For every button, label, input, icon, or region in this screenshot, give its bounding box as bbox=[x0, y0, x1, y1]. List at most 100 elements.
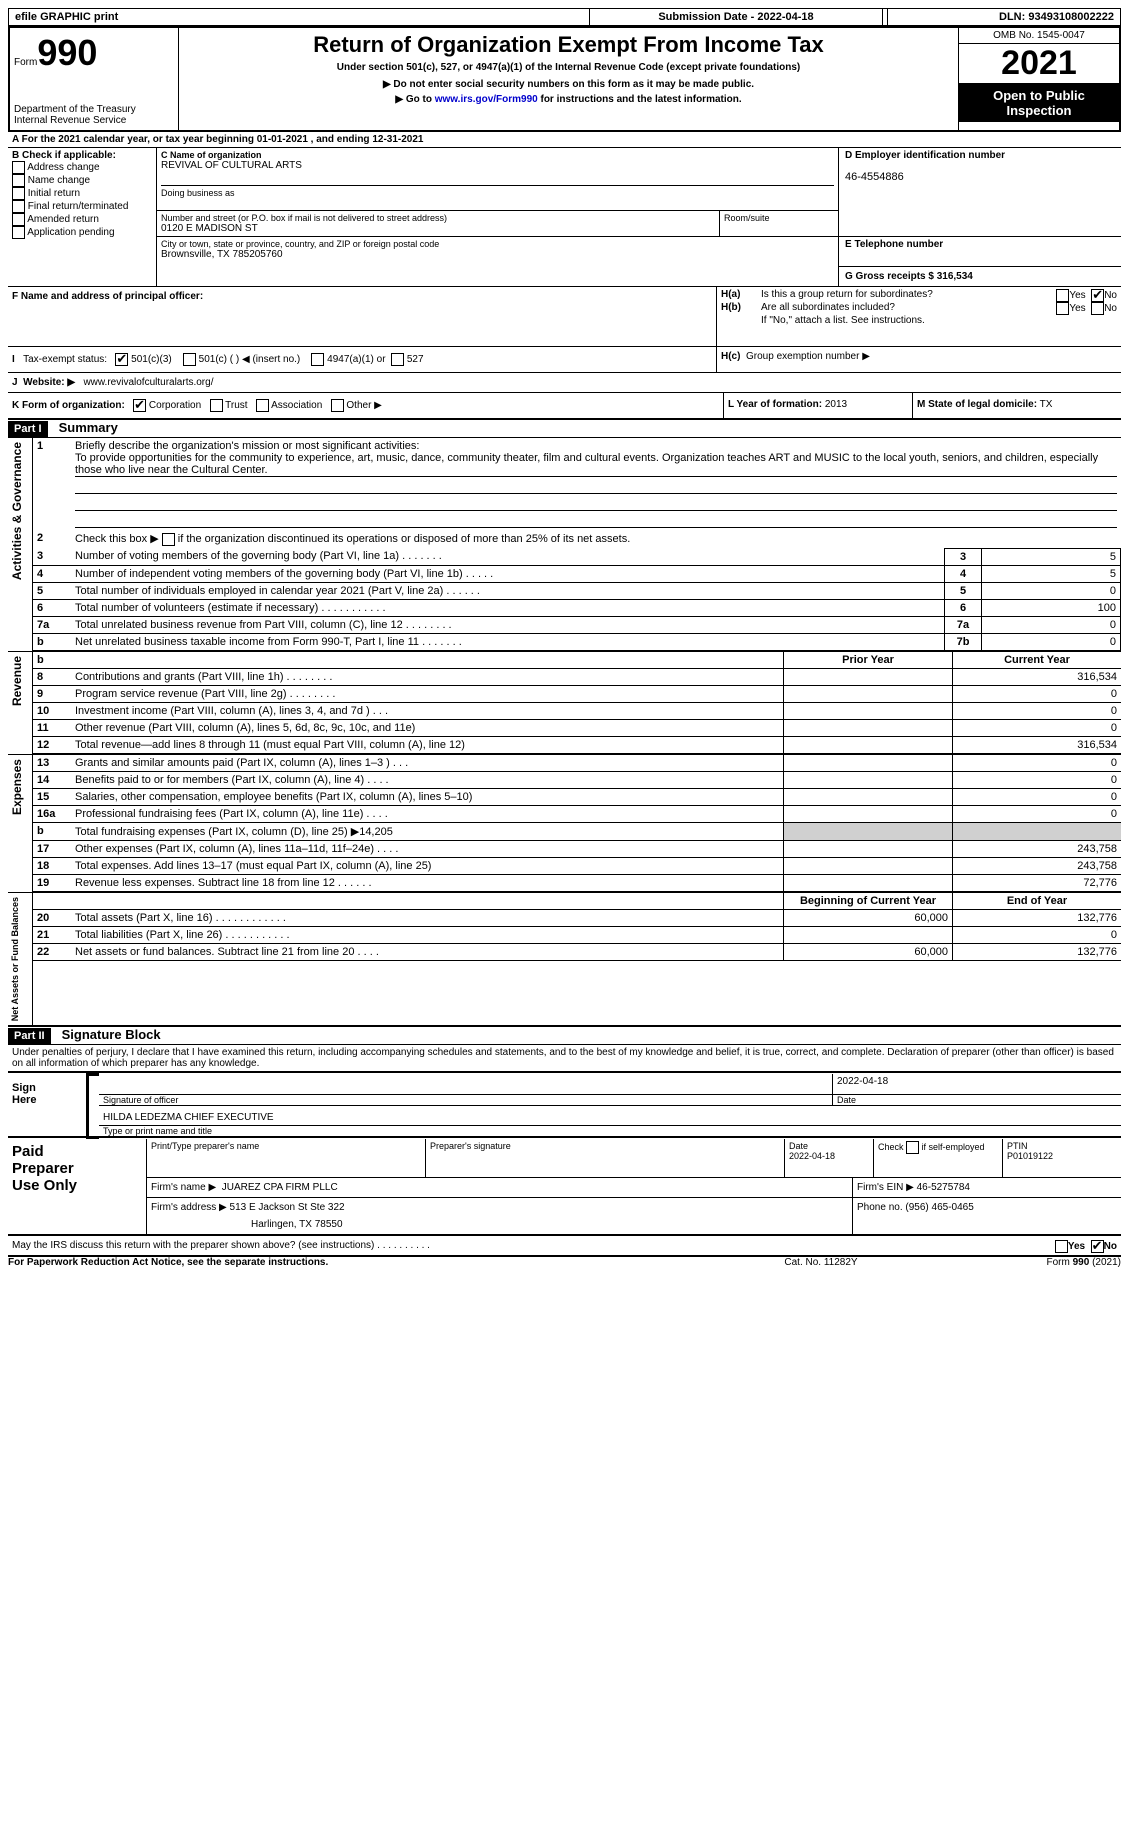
col-prior: Prior Year bbox=[784, 652, 953, 669]
firm-ein-lbl: Firm's EIN ▶ bbox=[857, 1182, 914, 1193]
part1-title: Summary bbox=[51, 420, 118, 435]
row-num: 19 bbox=[33, 874, 71, 891]
current-value: 132,776 bbox=[953, 909, 1122, 926]
side-netassets: Net Assets or Fund Balances bbox=[8, 893, 22, 1025]
prep-sig-lbl: Preparer's signature bbox=[426, 1139, 785, 1177]
prior-value bbox=[784, 926, 953, 943]
website-value: www.revivalofculturalarts.org/ bbox=[83, 377, 213, 388]
row-text: Total unrelated business revenue from Pa… bbox=[71, 616, 945, 633]
i-o4: 527 bbox=[407, 354, 424, 365]
paid-preparer-label: Paid Preparer Use Only bbox=[8, 1139, 147, 1235]
ha-yes: Yes bbox=[1069, 290, 1085, 301]
discuss-yes: Yes bbox=[1068, 1241, 1085, 1252]
k-o1: Corporation bbox=[149, 400, 201, 411]
row-value: 100 bbox=[982, 599, 1121, 616]
row-num: 11 bbox=[33, 719, 71, 736]
submission-date: Submission Date - 2022-04-18 bbox=[590, 9, 883, 26]
open-public-1: Open to Public bbox=[963, 88, 1115, 103]
ha-yes-checkbox[interactable] bbox=[1056, 289, 1069, 302]
app-pending-checkbox[interactable] bbox=[12, 226, 25, 239]
side-expenses: Expenses bbox=[8, 755, 26, 819]
row-text: Number of voting members of the governin… bbox=[71, 548, 945, 565]
dept-irs: Internal Revenue Service bbox=[14, 115, 174, 126]
sign-lbl2: Here bbox=[12, 1094, 82, 1106]
row-text: Net assets or fund balances. Subtract li… bbox=[71, 943, 784, 960]
row-text: Total number of volunteers (estimate if … bbox=[71, 599, 945, 616]
row-value: 0 bbox=[982, 633, 1121, 650]
city-label: City or town, state or province, country… bbox=[161, 239, 834, 249]
501c3-checkbox[interactable] bbox=[115, 353, 128, 366]
opt-amended: Amended return bbox=[27, 214, 99, 225]
row-box: 3 bbox=[945, 548, 982, 565]
row-num: b bbox=[33, 633, 71, 650]
summary-row: 8Contributions and grants (Part VIII, li… bbox=[33, 668, 1121, 685]
discuss-yes-checkbox[interactable] bbox=[1055, 1240, 1068, 1253]
addr-change-checkbox[interactable] bbox=[12, 161, 25, 174]
prior-value bbox=[784, 755, 953, 772]
row-value: 0 bbox=[982, 582, 1121, 599]
name-change-checkbox[interactable] bbox=[12, 174, 25, 187]
hb-no-checkbox[interactable] bbox=[1091, 302, 1104, 315]
current-value: 243,758 bbox=[953, 857, 1122, 874]
summary-row: 18Total expenses. Add lines 13–17 (must … bbox=[33, 857, 1121, 874]
corp-checkbox[interactable] bbox=[133, 399, 146, 412]
efile-print[interactable]: efile GRAPHIC print bbox=[9, 9, 590, 26]
prior-value bbox=[784, 771, 953, 788]
row-text: Number of independent voting members of … bbox=[71, 565, 945, 582]
row-text: Contributions and grants (Part VIII, lin… bbox=[71, 668, 784, 685]
row-num: 17 bbox=[33, 840, 71, 857]
col-beginning: Beginning of Current Year bbox=[784, 893, 953, 910]
501c-checkbox[interactable] bbox=[183, 353, 196, 366]
discuss-no-checkbox[interactable] bbox=[1091, 1240, 1104, 1253]
d-ein-label: D Employer identification number bbox=[845, 150, 1115, 161]
g-value: 316,534 bbox=[937, 271, 973, 282]
row-value: 5 bbox=[982, 548, 1121, 565]
current-value: 0 bbox=[953, 788, 1122, 805]
assoc-checkbox[interactable] bbox=[256, 399, 269, 412]
k-o3: Association bbox=[271, 400, 322, 411]
dba-label: Doing business as bbox=[161, 185, 834, 198]
prior-value bbox=[784, 719, 953, 736]
prep-date-lbl: Date bbox=[789, 1141, 808, 1151]
prep-lbl1: Paid bbox=[12, 1143, 142, 1160]
row-value: 5 bbox=[982, 565, 1121, 582]
l2-checkbox[interactable] bbox=[162, 533, 175, 546]
summary-row: 3Number of voting members of the governi… bbox=[33, 548, 1121, 565]
side-revenue: Revenue bbox=[8, 652, 26, 710]
initial-return-checkbox[interactable] bbox=[12, 187, 25, 200]
m-label: M State of legal domicile: bbox=[917, 399, 1037, 410]
row-text: Investment income (Part VIII, column (A)… bbox=[71, 702, 784, 719]
g-gross-receipts: G Gross receipts $ 316,534 bbox=[839, 267, 1122, 287]
firm-ein: 46-5275784 bbox=[917, 1182, 970, 1193]
ha-text: Is this a group return for subordinates? bbox=[761, 289, 1007, 302]
hb-yes-checkbox[interactable] bbox=[1056, 302, 1069, 315]
irs-link[interactable]: www.irs.gov/Form990 bbox=[435, 94, 538, 105]
k-o2: Trust bbox=[225, 400, 247, 411]
part2-header: Part II Signature Block bbox=[8, 1027, 1121, 1045]
4947-checkbox[interactable] bbox=[311, 353, 324, 366]
summary-row: 13Grants and similar amounts paid (Part … bbox=[33, 755, 1121, 772]
f-officer-label: F Name and address of principal officer: bbox=[12, 291, 712, 302]
row-num: b bbox=[33, 822, 71, 840]
c-name-label: C Name of organization bbox=[161, 150, 834, 160]
row-text: Total number of individuals employed in … bbox=[71, 582, 945, 599]
form-number: 990 bbox=[37, 32, 97, 73]
other-checkbox[interactable] bbox=[331, 399, 344, 412]
cat-no: Cat. No. 11282Y bbox=[721, 1257, 921, 1268]
final-return-checkbox[interactable] bbox=[12, 200, 25, 213]
street-label: Number and street (or P.O. box if mail i… bbox=[161, 213, 715, 223]
amended-checkbox[interactable] bbox=[12, 213, 25, 226]
prior-value bbox=[784, 736, 953, 753]
current-value: 0 bbox=[953, 755, 1122, 772]
dln: DLN: 93493108002222 bbox=[888, 9, 1121, 26]
527-checkbox[interactable] bbox=[391, 353, 404, 366]
ha-no-checkbox[interactable] bbox=[1091, 289, 1104, 302]
ptin-value: P01019122 bbox=[1007, 1151, 1053, 1161]
trust-checkbox[interactable] bbox=[210, 399, 223, 412]
perjury-declaration: Under penalties of perjury, I declare th… bbox=[8, 1045, 1121, 1073]
self-employed-checkbox[interactable] bbox=[906, 1141, 919, 1154]
warn-post: for instructions and the latest informat… bbox=[538, 94, 742, 105]
form-word: Form bbox=[14, 57, 37, 68]
row-num: 12 bbox=[33, 736, 71, 753]
row-text: Total expenses. Add lines 13–17 (must eq… bbox=[71, 857, 784, 874]
